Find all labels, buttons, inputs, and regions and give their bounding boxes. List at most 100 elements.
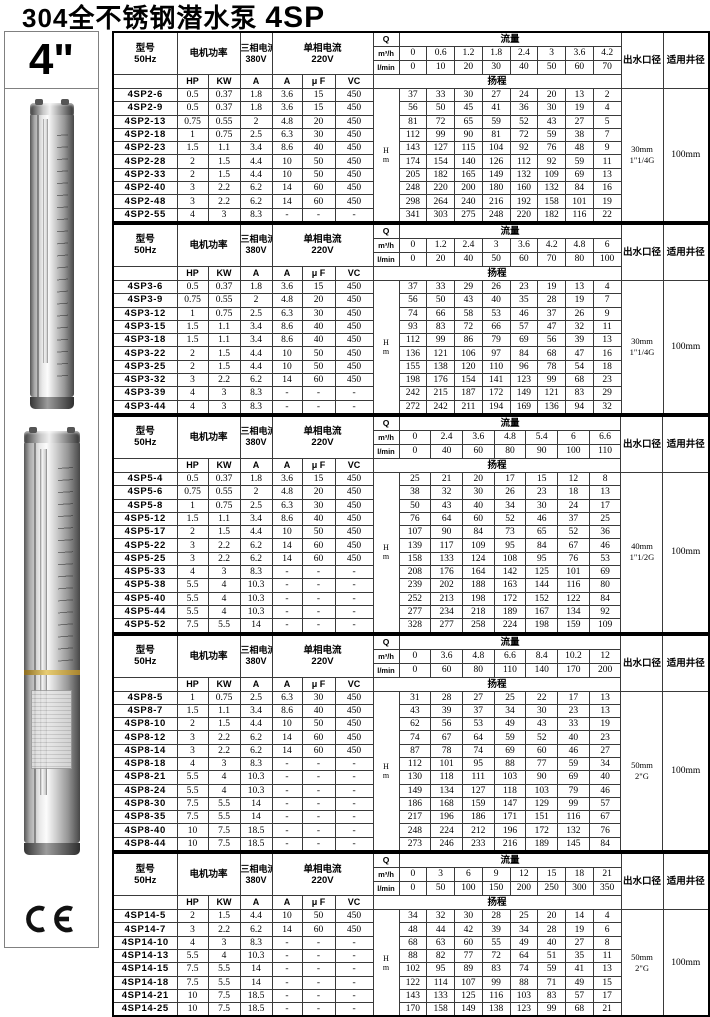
motor-power-header: 电机功率 <box>176 223 241 267</box>
flow-lmin-value: 70 <box>592 60 622 75</box>
spec-row-4SP3-12: 4SP3-12 1 0.75 2.5 6.3 30 450 74 66 58 53 46 37 26 9 <box>112 306 709 321</box>
spec-value: - <box>334 386 374 401</box>
spec-value: 14 <box>271 181 303 196</box>
pump-size-box: 4" <box>5 32 98 89</box>
head-value: 30 <box>525 703 559 719</box>
lmin-unit: l/min <box>372 443 400 459</box>
three-phase-label: 三相电流 <box>240 42 271 53</box>
head-value: 264 <box>426 194 456 209</box>
head-value: 58 <box>454 306 483 321</box>
head-value: 46 <box>509 306 539 321</box>
head-value: 13 <box>588 690 622 705</box>
spec-value: 5.5 <box>207 796 241 812</box>
head-value: 18 <box>592 359 622 375</box>
head-value: 25 <box>398 471 432 487</box>
spec-value: 4 <box>207 591 241 606</box>
head-value: 39 <box>430 703 463 719</box>
flow-lmin-value: 10 <box>426 60 456 75</box>
spec-value: 50 <box>301 525 336 540</box>
head-value: 8 <box>588 471 622 487</box>
head-value: 73 <box>493 525 527 540</box>
spec-value: 450 <box>334 141 374 156</box>
head-value: 33 <box>426 279 456 295</box>
model-name: 4SP8-12 <box>112 730 178 745</box>
head-value: 188 <box>461 578 495 593</box>
head-value: 123 <box>509 373 539 388</box>
head-value: 152 <box>525 591 559 606</box>
three-phase-voltage: 380V <box>245 53 267 64</box>
flow-header: 流量 <box>398 31 622 47</box>
head-value: 83 <box>565 386 594 401</box>
spec-value: 2.5 <box>239 127 273 143</box>
spec-row-4SP14-10: 4SP14-10 4 3 8.3- - -68 63 60 55 49 40 27 8 <box>112 935 709 950</box>
model-name: 4SP2-55 <box>112 207 178 223</box>
head-value: 109 <box>461 538 495 553</box>
head-value: 16 <box>592 346 622 361</box>
head-value: 60 <box>454 935 483 950</box>
head-value: 88 <box>509 975 539 990</box>
spec-value: 450 <box>334 373 374 388</box>
a220-header: A <box>271 676 303 692</box>
head-value: 56 <box>398 101 428 116</box>
single-phase-header: 单相电流 220V <box>271 852 374 897</box>
head-value: 134 <box>557 604 590 620</box>
flow-lmin-row: l/min 0 40 60 80 90 100 110 <box>113 443 709 459</box>
kw-header: KW <box>207 676 241 692</box>
spec-value: 4.4 <box>239 167 273 183</box>
spec-value: 450 <box>334 306 374 321</box>
flow-lmin-value: 0 <box>398 443 432 459</box>
outlet-thread: 2"G <box>635 962 649 973</box>
flow-lmin-value: 20 <box>426 251 456 267</box>
vc-header: VC <box>334 895 374 911</box>
head-value: 21 <box>430 471 463 487</box>
head-value: 224 <box>493 618 527 633</box>
a380-header: A <box>239 74 273 89</box>
spec-row-4SP2-23: 4SP2-23 1.5 1.1 3.4 8.6 40 450 143 127 115 104 92 76… <box>112 141 709 156</box>
pump-slot <box>40 449 48 795</box>
head-value: 28 <box>430 690 463 705</box>
a380-header: A <box>239 676 273 692</box>
tbody: 型号50Hz电机功率三相电流380V单相电流220VQ流量出水口径适用井径m³/… <box>112 31 710 223</box>
spec-value: 450 <box>334 922 374 937</box>
head-h-label: H <box>383 543 389 553</box>
head-value: 37 <box>398 279 428 295</box>
spec-value: 40 <box>301 703 336 719</box>
flow-m3h-value: 2.4 <box>430 429 463 445</box>
head-value: 59 <box>537 127 567 143</box>
model-name: 4SP14-10 <box>112 935 178 950</box>
single-phase-header: 单相电流 220V <box>271 415 374 459</box>
head-value: 79 <box>481 333 511 348</box>
flow-m3h-value: 12 <box>588 648 622 664</box>
spec-row-4SP2-33: 4SP2-33 2 1.5 4.4 10 50 450 205 182 165 149 132 109 6… <box>112 167 709 183</box>
pump-body <box>23 441 80 843</box>
flow-m3h-value: 0 <box>398 429 432 445</box>
motor-power-header: 电机功率 <box>176 634 241 678</box>
head-value: 66 <box>426 306 456 321</box>
spec-value: 450 <box>334 717 374 732</box>
head-value: 328 <box>398 618 432 633</box>
pump-gold-band <box>23 670 80 676</box>
well-header: 适用井径 <box>662 31 710 89</box>
model-name: 4SP2-23 <box>112 141 178 156</box>
head-value: 33 <box>426 87 456 103</box>
head-value: 6 <box>592 922 622 937</box>
spec-value: - <box>334 578 374 593</box>
spec-value: 60 <box>301 181 336 196</box>
head-value: 220 <box>509 207 539 223</box>
head-value: 34 <box>509 922 539 937</box>
head-value: 242 <box>426 399 456 415</box>
spec-value: 0.75 <box>207 306 241 321</box>
motor-power-header: 电机功率 <box>176 415 241 459</box>
spec-value: 3.4 <box>239 141 273 156</box>
head-value: 30 <box>461 485 495 500</box>
head-value: 40 <box>537 935 567 950</box>
well-value: 100mm <box>662 909 710 1017</box>
head-value: 83 <box>537 988 567 1004</box>
spec-value: 30 <box>301 498 336 513</box>
spec-value: - <box>334 975 374 990</box>
head-value: 52 <box>557 525 590 540</box>
head-value: 101 <box>565 194 594 209</box>
flow-m3h-value: 2.4 <box>454 237 483 253</box>
header-row: 型号50Hz电机功率三相电流380V单相电流220VQ流量出水口径适用井径 <box>112 223 710 281</box>
